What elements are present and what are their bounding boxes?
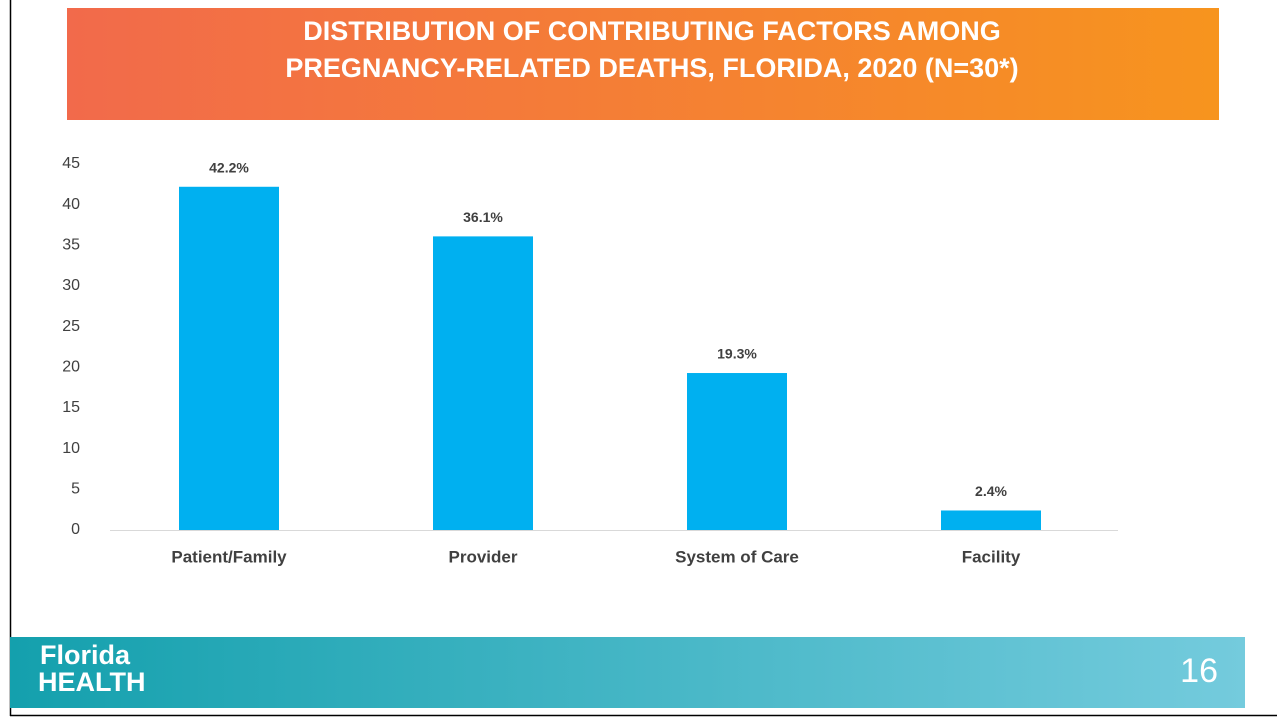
logo: HEALTH: [38, 667, 146, 697]
bar: [179, 186, 279, 531]
bar: [941, 510, 1041, 530]
footer-band: [10, 637, 1245, 708]
y-tick-label: 35: [62, 237, 80, 254]
y-tick-label: 25: [62, 318, 80, 335]
logo: Florida: [40, 640, 131, 670]
chart-title: PREGNANCY-RELATED DEATHS, FLORIDA, 2020 …: [285, 53, 1018, 83]
y-tick-label: 45: [62, 155, 80, 172]
y-tick-label: 30: [62, 277, 80, 294]
data-label: 19.3%: [717, 346, 757, 362]
bar: [433, 236, 533, 531]
x-tick-label: Facility: [962, 547, 1021, 566]
y-tick-label: 5: [71, 481, 80, 498]
chart-title: DISTRIBUTION OF CONTRIBUTING FACTORS AMO…: [303, 16, 1000, 46]
x-tick-label: Provider: [449, 547, 518, 566]
y-tick-label: 0: [71, 521, 80, 538]
data-label: 42.2%: [209, 159, 249, 175]
title-banner: [67, 8, 1219, 120]
data-label: 2.4%: [975, 483, 1007, 499]
y-tick-label: 40: [62, 196, 80, 213]
y-tick-label: 10: [62, 440, 80, 457]
x-tick-label: Patient/Family: [171, 547, 287, 566]
bar: [687, 373, 787, 530]
x-tick-label: System of Care: [675, 547, 799, 566]
y-tick-label: 15: [62, 399, 80, 416]
page-number: 16: [1180, 652, 1218, 690]
data-label: 36.1%: [463, 209, 503, 225]
y-tick-label: 20: [62, 359, 80, 376]
